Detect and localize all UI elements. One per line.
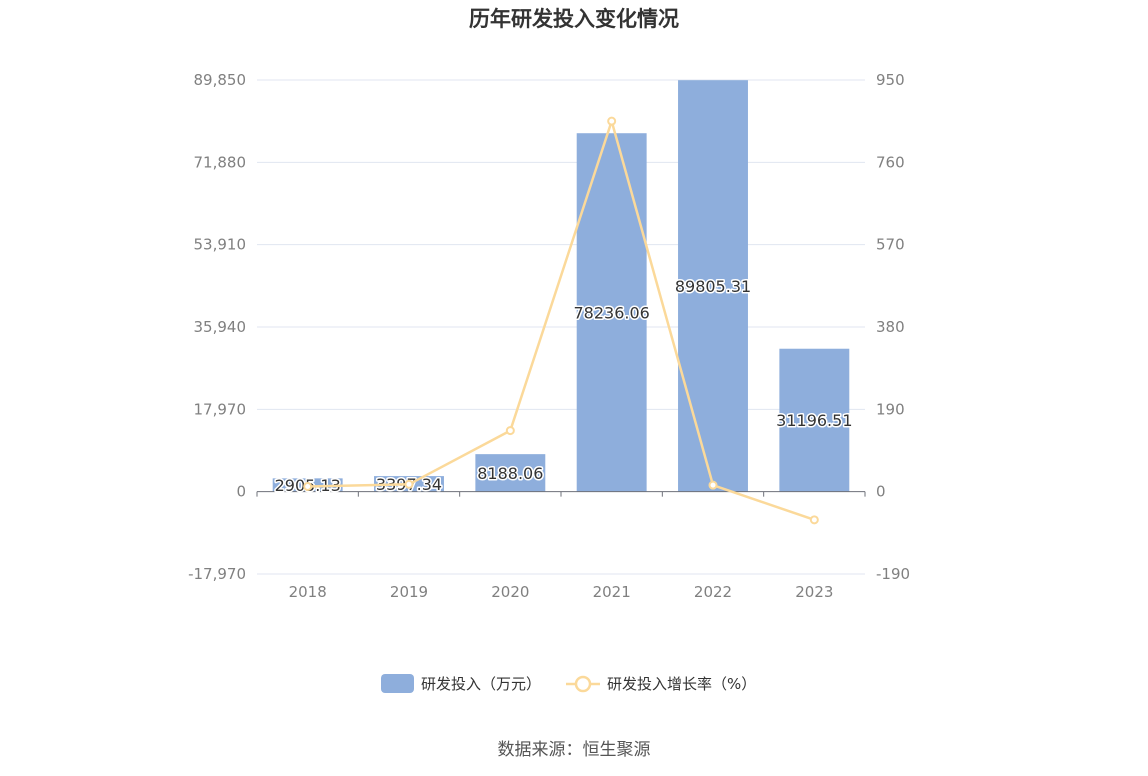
growth-point [505,426,515,436]
growth-point [607,116,617,126]
bar-series [272,80,850,492]
right-tick-label: -190 [876,565,910,583]
category-label: 2018 [289,583,327,601]
legend-bar-swatch [381,674,414,693]
bar-labels: 2905.133397.348188.0678236.0689805.31311… [273,275,854,496]
growth-line [307,119,815,522]
growth-point [708,480,718,490]
category-label: 2023 [795,583,833,601]
category-labels: 2018 2019 2020 2021 2022 2023 [289,583,834,601]
left-tick-label: 0 [236,483,246,501]
right-tick-label: 570 [876,236,905,254]
category-label: 2022 [694,583,732,601]
right-axis: -190 0 190 380 570 760 950 [876,71,910,583]
grid-lines [257,79,865,575]
legend-bar-label: 研发投入（万元） [421,675,541,693]
legend-line-label: 研发投入增长率（%） [607,675,756,693]
left-tick-label: 89,850 [194,71,247,89]
left-tick-label: 71,880 [194,153,247,171]
left-axis: -17,970 0 17,970 35,940 53,910 71,880 89,850 [188,71,246,583]
legend-item-bar[interactable]: 研发投入（万元） [381,674,541,693]
legend: 研发投入（万元） 研发投入增长率（%） [381,674,756,693]
left-tick-label: -17,970 [188,565,246,583]
bar [678,80,748,492]
bar [475,454,546,492]
x-axis [256,491,866,497]
bar-value-label: 31196.51 [776,411,852,430]
growth-point [404,479,414,489]
category-label: 2020 [491,583,529,601]
left-tick-label: 17,970 [194,400,247,418]
right-tick-label: 0 [876,483,886,501]
bar-value-label: 89805.31 [675,277,751,296]
bar-value-label: 8188.06 [477,464,543,483]
legend-item-line[interactable]: 研发投入增长率（%） [566,675,756,693]
right-tick-label: 380 [876,318,905,336]
category-label: 2019 [390,583,428,601]
right-tick-label: 760 [876,153,905,171]
growth-point [809,515,819,525]
bar-value-label: 78236.06 [573,303,649,322]
right-tick-label: 950 [876,71,905,89]
left-tick-label: 53,910 [194,236,247,254]
bar [779,348,850,492]
right-tick-label: 190 [876,400,905,418]
chart-title: 历年研发投入变化情况 [469,7,679,31]
source-note: 数据来源：恒生聚源 [498,740,651,760]
category-label: 2021 [593,583,631,601]
legend-line-marker [574,675,592,693]
growth-point [303,481,313,491]
left-tick-label: 35,940 [194,318,247,336]
line-series [303,116,819,525]
